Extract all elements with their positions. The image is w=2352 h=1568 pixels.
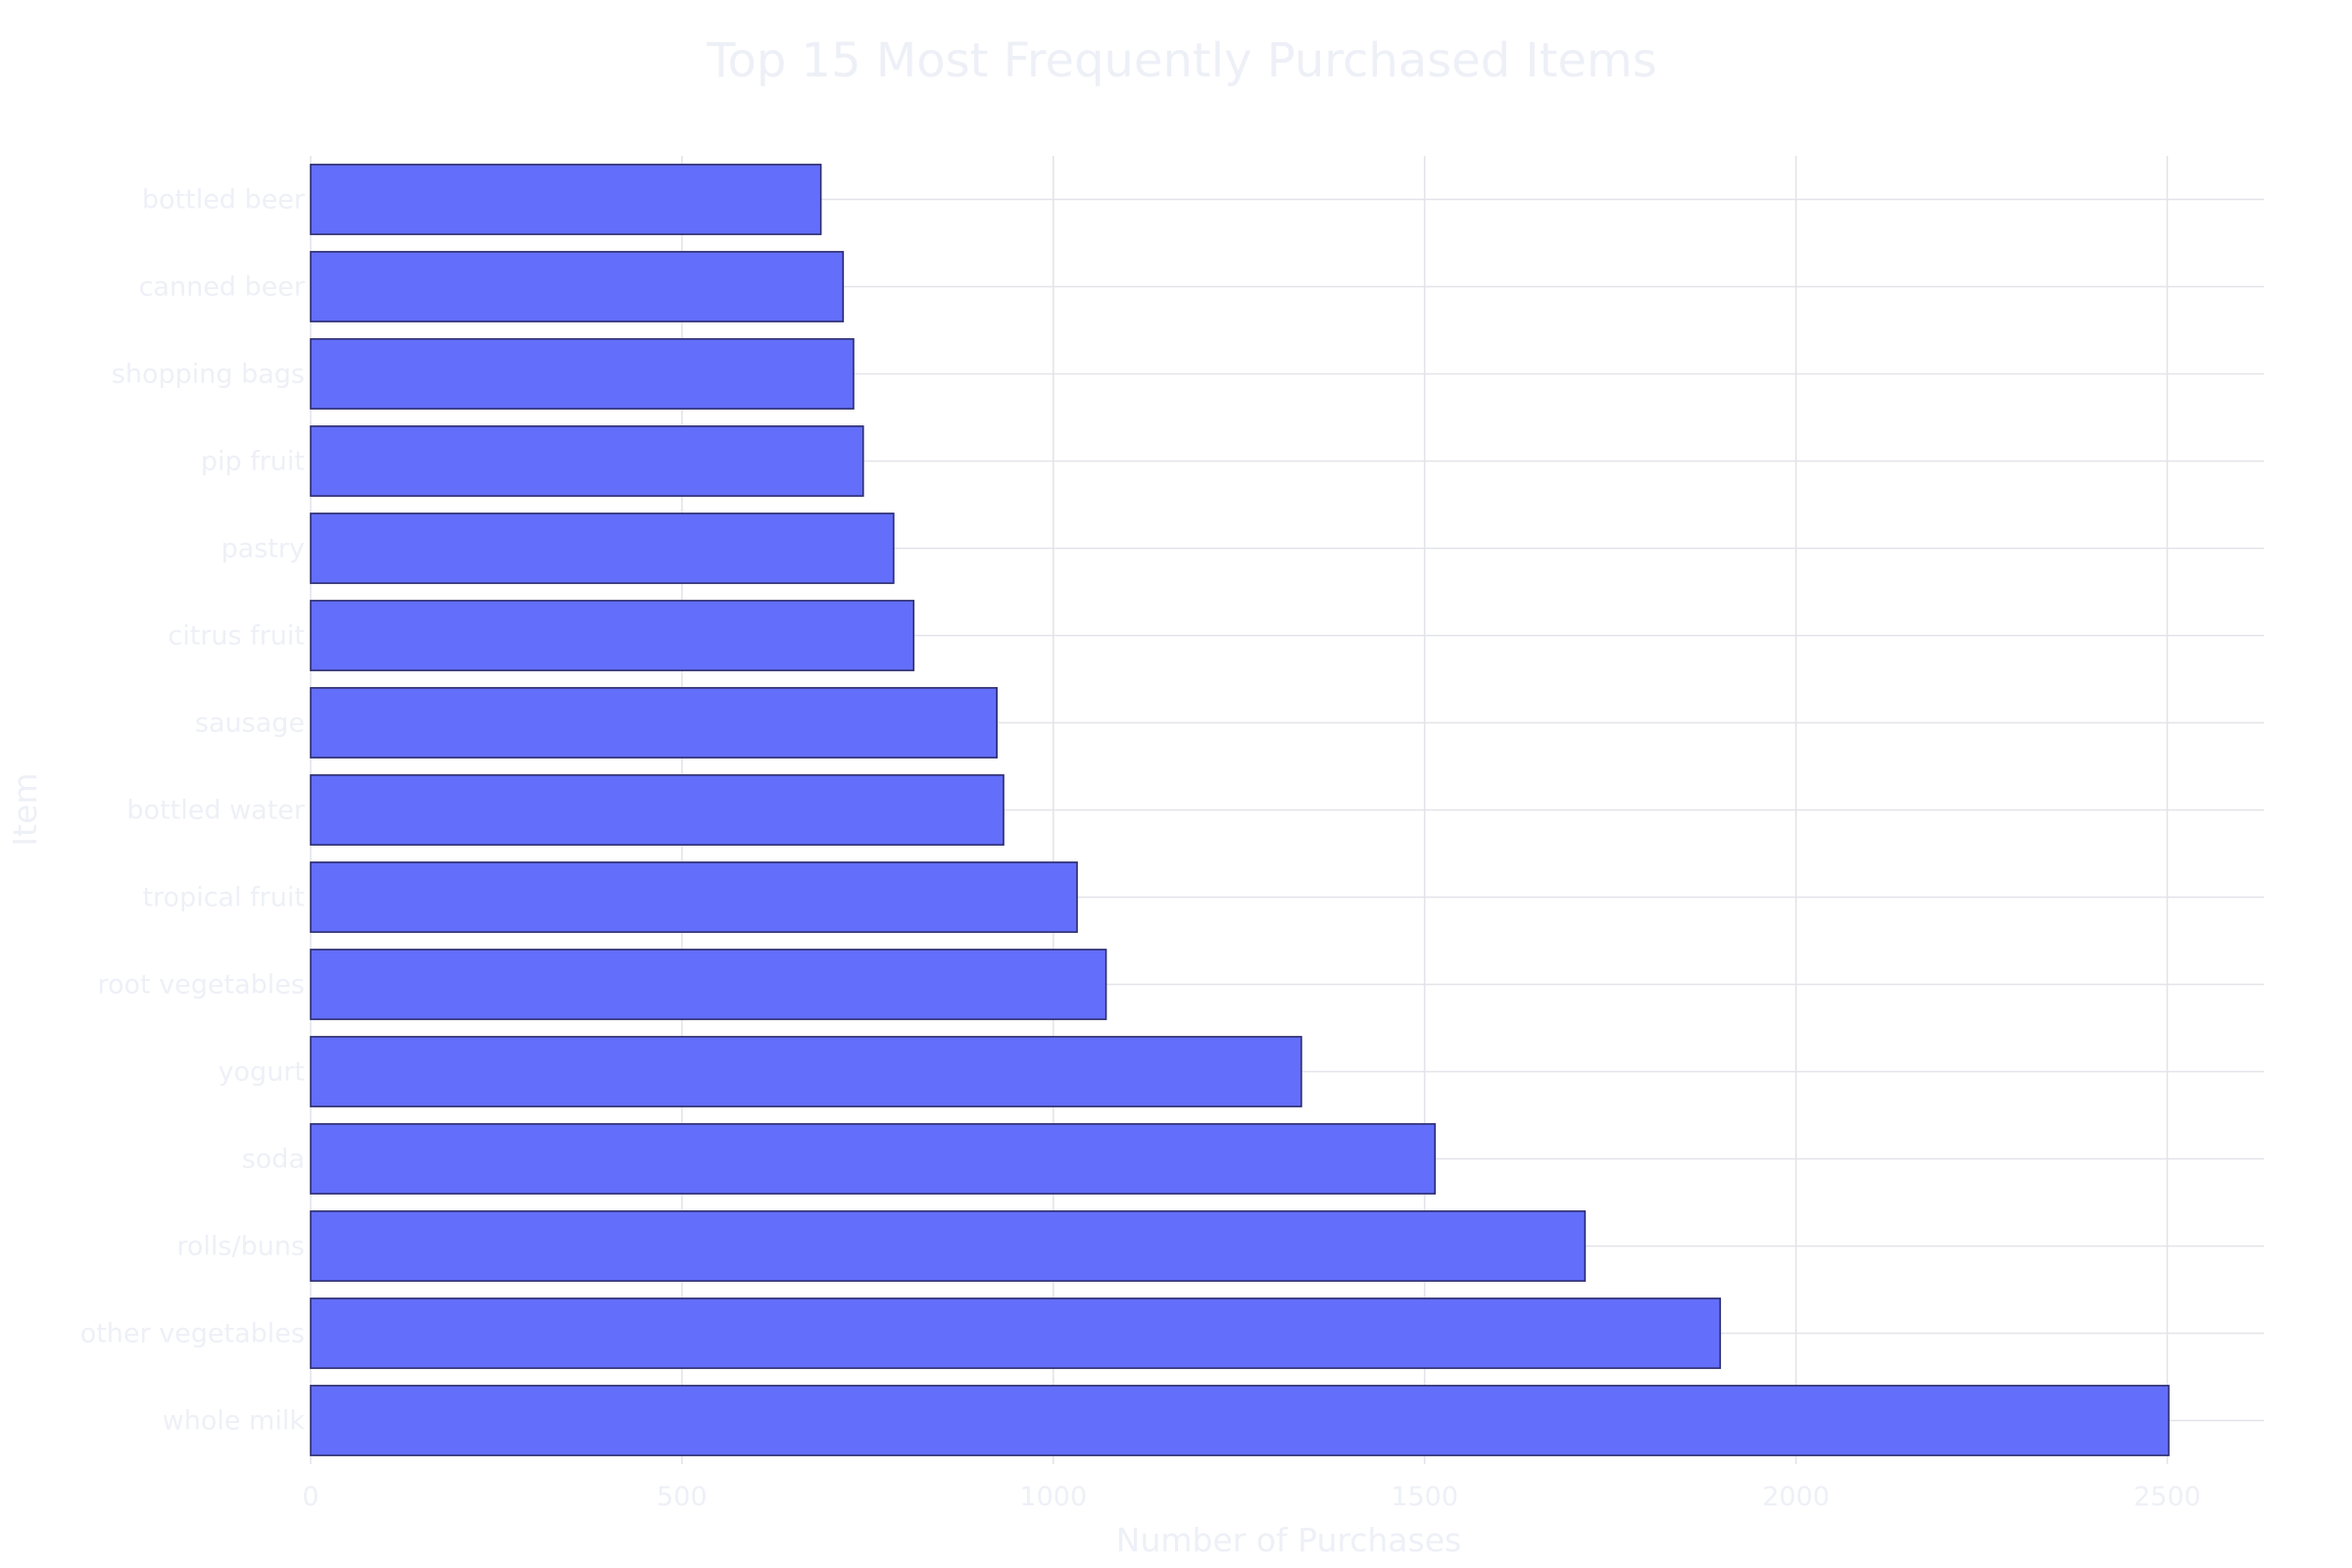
y-tick-label: yogurt [219,1057,305,1088]
bar-bottled-water[interactable] [310,774,1004,846]
y-tick-label: rolls/buns [176,1232,305,1262]
x-tick-label: 2000 [1762,1482,1830,1512]
y-tick-label: sausage [195,709,305,739]
x-axis-title: Number of Purchases [1116,1521,1461,1559]
bar-canned-beer[interactable] [310,251,845,322]
y-tick-label: bottled water [126,796,305,826]
y-tick-label: pastry [221,534,305,564]
x-tick-label: 1500 [1391,1482,1458,1512]
chart-title: Top 15 Most Frequently Purchased Items [706,33,1656,88]
y-tick-label: other vegetables [80,1319,305,1349]
bar-yogurt[interactable] [310,1036,1302,1107]
bar-sausage[interactable] [310,687,999,759]
bar-tropical-fruit[interactable] [310,861,1078,933]
bar-shopping-bags[interactable] [310,338,855,410]
x-tick-label: 500 [657,1482,708,1512]
y-tick-labels: whole milk other vegetables rolls/buns soda… [80,185,306,1437]
y-tick-label: tropical fruit [142,883,305,913]
x-tick-label: 0 [302,1482,318,1512]
y-tick-label: shopping bags [112,360,305,390]
y-tick-label: citrus fruit [168,621,305,652]
y-tick-label: root vegetables [97,970,305,1001]
bar-soda[interactable] [310,1123,1437,1195]
bar-other-vegetables[interactable] [310,1298,1722,1369]
y-tick-label: soda [242,1145,305,1175]
bar-citrus-fruit[interactable] [310,600,915,671]
bar-rolls-buns[interactable] [310,1210,1587,1282]
bar-pip-fruit[interactable] [310,425,864,497]
bar-whole-milk[interactable] [310,1385,2170,1456]
x-tick-label: 1000 [1019,1482,1087,1512]
bars [310,164,2170,1456]
x-tick-labels: 0 500 1000 1500 2000 2500 [302,1482,2200,1512]
y-tick-label: whole milk [163,1406,306,1437]
y-axis-title: Item [6,772,44,846]
x-tick-label: 2500 [2133,1482,2201,1512]
y-tick-label: canned beer [139,272,306,303]
y-tick-label: pip fruit [201,447,305,477]
bar-pastry[interactable] [310,513,895,584]
bar-bottled-beer[interactable] [310,164,822,235]
y-tick-label: bottled beer [142,185,306,216]
bar-root-vegetables[interactable] [310,949,1107,1020]
